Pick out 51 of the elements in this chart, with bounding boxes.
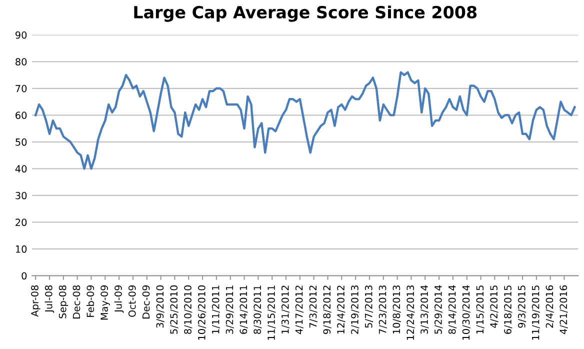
x-tick-label: 4/21/2016 <box>560 285 568 334</box>
x-tick-label: 3/13/2014 <box>420 285 429 334</box>
y-tick-label: 70 <box>16 84 27 92</box>
x-tick-label: 7/23/2013 <box>378 286 387 334</box>
x-tick-label: 11/19/2015 <box>532 286 540 340</box>
x-tick-label: 8/30/2011 <box>254 286 262 334</box>
x-tick-label: Feb-09 <box>86 285 94 317</box>
x-tick-label: 3/9/2010 <box>156 285 164 328</box>
x-tick-label: 12/4/2012 <box>337 286 346 334</box>
x-tick-label: 8/14/2014 <box>448 285 457 334</box>
x-tick-label: 7/3/2012 <box>309 286 318 328</box>
y-tick-label: 60 <box>16 112 27 119</box>
chart-title: Large Cap Average Score Since 2008 <box>134 6 477 22</box>
x-tick-label: 5/7/2013 <box>364 286 374 328</box>
x-tick-label: Jul-08 <box>44 285 54 313</box>
x-tick-label: Jul-09 <box>114 285 124 313</box>
x-tick-label: 3/29/2011 <box>226 286 234 334</box>
x-tick-label: 9/3/2015 <box>518 286 526 328</box>
x-tick-label: 12/24/2013 <box>406 286 415 340</box>
y-tick-label: 40 <box>15 165 27 173</box>
y-tick-label: 30 <box>16 192 27 200</box>
x-tick-label: 10/30/2014 <box>462 285 470 340</box>
x-tick-label: 10/26/2010 <box>198 285 206 340</box>
x-tick-label: 6/18/2015 <box>504 286 512 334</box>
x-tick-label: May-09 <box>100 285 110 320</box>
y-tick-label: 20 <box>16 218 27 226</box>
y-tick-label: 10 <box>16 245 27 253</box>
x-tick-label: 1/31/2012 <box>281 286 290 334</box>
x-tick-label: 6/14/2011 <box>240 286 248 334</box>
x-tick-label: 1/15/2015 <box>476 286 484 334</box>
x-tick-label: 1/11/2011 <box>212 286 220 334</box>
x-tick-label: 9/18/2012 <box>323 286 332 334</box>
x-tick-label: 5/25/2010 <box>170 285 178 334</box>
x-tick-label: 10/8/2013 <box>392 286 401 334</box>
x-tick-label: 4/2/2015 <box>490 286 498 328</box>
x-tick-label: 11/15/2011 <box>268 286 276 340</box>
x-tick-label: Dec-08 <box>72 285 80 318</box>
x-tick-label: Oct-09 <box>128 285 136 317</box>
line-series <box>34 71 576 170</box>
x-tick-label: 5/29/2014 <box>434 285 443 334</box>
y-tick-label: 90 <box>16 31 27 39</box>
x-tick-label: 2/19/2013 <box>351 286 360 334</box>
x-tick-label: 8/10/2010 <box>184 285 192 334</box>
x-tick-label: Apr-08 <box>31 285 40 317</box>
x-tick-label: 2/4/2016 <box>546 285 554 328</box>
y-tick-label: 0 <box>22 272 27 280</box>
y-tick-label: 50 <box>16 138 27 146</box>
x-tick-label: 4/17/2012 <box>295 286 304 334</box>
y-tick-label: 80 <box>16 58 27 66</box>
x-tick-label: Sep-08 <box>58 285 68 318</box>
x-tick-label: Dec-09 <box>142 285 150 318</box>
